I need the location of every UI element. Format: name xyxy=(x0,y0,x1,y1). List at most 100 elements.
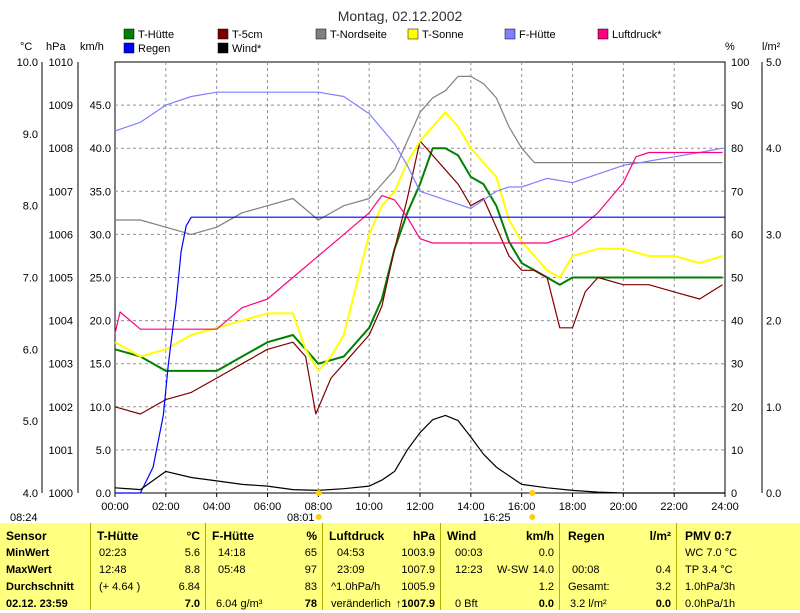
y-tick-label-wind: 15.0 xyxy=(90,359,111,371)
stats-value: 8.8 xyxy=(184,564,200,576)
y-tick-label-pressure: 1006 xyxy=(49,229,73,241)
y-tick-label-pressure: 1010 xyxy=(49,57,73,69)
sunset-label: 16:25 xyxy=(483,512,511,523)
stats-value: 1007.9 xyxy=(401,564,435,576)
legend-swatch xyxy=(217,28,229,40)
stats-header: T-Hütte xyxy=(97,529,139,543)
series-line xyxy=(114,414,725,494)
y-tick-label-wind: 20.0 xyxy=(90,316,111,328)
y-tick-label-temp: 5.0 xyxy=(23,416,38,428)
stats-time: 00:03 xyxy=(455,547,483,559)
series-line xyxy=(114,151,723,334)
stats-value: 0.4 xyxy=(655,564,671,576)
y-tick-label-wind: 5.0 xyxy=(96,445,111,457)
legend-swatch xyxy=(597,28,609,40)
stats-panel: Sensor MinWert MaxWert Durchschnitt 02.1… xyxy=(0,523,800,610)
unit-label-pressure: hPa xyxy=(46,41,66,53)
x-tick-label: 06:00 xyxy=(254,501,282,513)
y-tick-label-rain: 1.0 xyxy=(766,402,781,414)
stats-unit: km/h xyxy=(525,529,554,543)
x-tick-label: 16:00 xyxy=(508,501,536,513)
y-tick-label-percent: 0 xyxy=(731,488,737,500)
legend-label: T-Hütte xyxy=(138,29,174,41)
x-tick-label: 00:00 xyxy=(101,501,129,513)
y-tick-label-wind: 10.0 xyxy=(90,402,111,414)
stats-unit: °C xyxy=(186,529,200,543)
stats-value: 0.0 xyxy=(538,547,554,559)
y-tick-label-wind: 25.0 xyxy=(90,273,111,285)
stats-time: 14:18 xyxy=(218,547,246,559)
stats-unit: l/m² xyxy=(649,529,671,543)
y-tick-label-rain: 0.0 xyxy=(766,488,781,500)
series-line xyxy=(114,91,723,210)
stats-note: (+ 4.64 ) xyxy=(99,581,141,593)
y-tick-label-wind: 45.0 xyxy=(90,100,111,112)
y-tick-label-percent: 90 xyxy=(731,100,743,112)
y-tick-label-pressure: 1003 xyxy=(49,359,73,371)
y-tick-label-pressure: 1002 xyxy=(49,402,73,414)
x-tick-label: 12:00 xyxy=(406,501,434,513)
unit-label-rain: l/m² xyxy=(762,41,781,53)
series-line xyxy=(115,216,725,494)
y-tick-label-percent: 50 xyxy=(731,273,743,285)
stats-value: 1.2 xyxy=(538,581,554,593)
y-tick-label-temp: 8.0 xyxy=(23,201,38,213)
legend-label: Luftdruck* xyxy=(612,29,662,41)
stats-header-sensor: Sensor xyxy=(6,529,47,543)
sunrise-marker xyxy=(315,490,322,496)
y-tick-label-wind: 35.0 xyxy=(90,186,111,198)
y-tick-label-percent: 30 xyxy=(731,359,743,371)
legend-swatch xyxy=(504,28,516,40)
y-tick-label-pressure: 1000 xyxy=(49,488,73,500)
series-line xyxy=(114,147,723,372)
x-tick-label: 02:00 xyxy=(152,501,180,513)
stats-header: Wind xyxy=(447,529,477,543)
y-tick-label-temp: 7.0 xyxy=(23,273,38,285)
stats-value: 1005.9 xyxy=(401,581,435,593)
stats-value: 83 xyxy=(304,581,317,593)
series-line xyxy=(115,75,723,235)
legend-swatch xyxy=(407,28,419,40)
stats-value: 97 xyxy=(304,564,317,576)
stats-value: 1.0hPa/3h xyxy=(685,581,736,593)
chart-title: Montag, 02.12.2002 xyxy=(338,8,463,24)
stats-time: 12:23 xyxy=(455,564,483,576)
stats-value: 1003.9 xyxy=(401,547,435,559)
y-tick-label-pressure: 1008 xyxy=(49,143,73,155)
stats-current-value: 0.0 xyxy=(538,598,554,610)
stats-note: 3.2 l/m² xyxy=(570,598,607,610)
stats-current-datetime: 02.12. 23:59 xyxy=(6,598,68,610)
stats-label-avg: Durchschnitt xyxy=(6,581,74,593)
stats-wind-direction: W-SW xyxy=(497,564,529,576)
stats-value: 0.0hPa/1h xyxy=(685,598,736,610)
y-tick-label-pressure: 1005 xyxy=(49,273,73,285)
y-tick-label-rain: 3.0 xyxy=(766,229,781,241)
y-tick-label-temp: 6.0 xyxy=(23,344,38,356)
stats-current-value: 78 xyxy=(304,598,317,610)
legend-label: Regen xyxy=(138,43,170,55)
x-tick-label: 22:00 xyxy=(660,501,688,513)
stats-sensor-column: Sensor MinWert MaxWert Durchschnitt 02.1… xyxy=(0,523,90,610)
unit-label-wind: km/h xyxy=(80,41,104,53)
legend-label: T-5cm xyxy=(232,29,263,41)
stats-pmv-column: PMV 0:7 WC 7.0 °C TP 3.4 °C 1.0hPa/3h 0.… xyxy=(676,523,800,610)
x-tick-label: 20:00 xyxy=(610,501,638,513)
sunset-marker xyxy=(529,490,536,496)
stats-time: 23:09 xyxy=(337,564,365,576)
x-tick-label: 24:00 xyxy=(711,501,739,513)
stats-value: 5.6 xyxy=(184,547,200,559)
x-tick-label: 10:00 xyxy=(355,501,383,513)
sunset-marker-bottom xyxy=(529,514,536,520)
header-time-label: 08:24 xyxy=(10,512,38,523)
stats-time: 04:53 xyxy=(337,547,365,559)
stats-note: veränderlich xyxy=(331,598,391,610)
stats-value: 65 xyxy=(304,547,317,559)
y-tick-label-percent: 80 xyxy=(731,143,743,155)
stats-current-value: 7.0 xyxy=(184,598,200,610)
series-line xyxy=(114,140,723,415)
x-tick-label: 08:00 xyxy=(305,501,333,513)
stats-value: 14.0 xyxy=(532,564,554,576)
stats-note: ^1.0hPa/h xyxy=(331,581,381,593)
stats-note: 0 Bft xyxy=(455,598,478,610)
y-tick-label-pressure: 1009 xyxy=(49,100,73,112)
